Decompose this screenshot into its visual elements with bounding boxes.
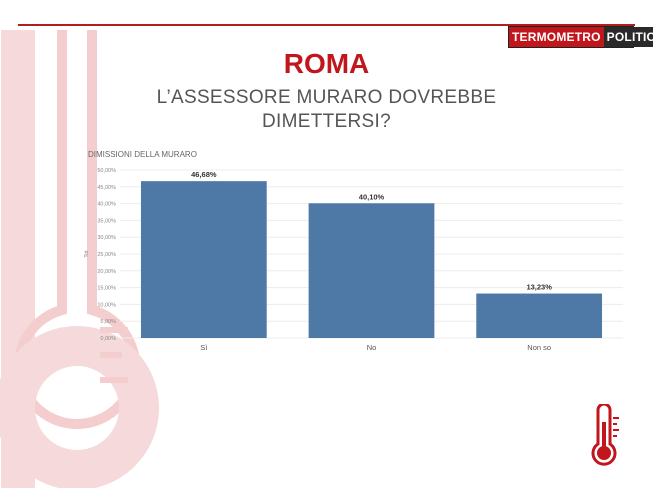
termometro-politico-logo: TERMOMETRO POLITICO (508, 26, 653, 48)
y-tick-label: 40,00% (97, 202, 116, 208)
x-tick-label: Non so (527, 343, 551, 352)
y-tick-label: 10,00% (97, 302, 116, 308)
data-label: 40,10% (359, 192, 385, 201)
y-tick-label: 5,00% (100, 319, 116, 325)
y-tick-label: 0,00% (100, 336, 116, 342)
header-rule (18, 24, 635, 26)
y-tick-label: 35,00% (97, 218, 116, 224)
chart-title: DIMISSIONI DELLA MURARO (88, 150, 197, 159)
page-title: ROMA (283, 48, 370, 79)
y-axis-label: Tot (84, 250, 90, 258)
logo-part2: POLITICO (603, 27, 653, 47)
y-tick-label: 25,00% (97, 252, 116, 258)
y-tick-label: 45,00% (97, 185, 116, 191)
x-tick-label: Sì (200, 343, 207, 352)
data-label: 13,23% (526, 283, 552, 292)
thermometer-icon (591, 404, 619, 466)
page-subtitle: L’ASSESSORE MURARO DOVREBBE DIMETTERSI? (156, 87, 497, 132)
y-tick-label: 30,00% (97, 235, 116, 241)
bar (140, 181, 267, 338)
x-tick-label: No (367, 343, 377, 352)
y-tick-label: 20,00% (97, 269, 116, 275)
bar (476, 293, 603, 338)
y-tick-label: 50,00% (97, 168, 116, 174)
logo-part1: TERMOMETRO (509, 27, 604, 47)
bar-chart: 0,00% 5,00% 10,00% 15,00% 20,00% 25,00% 30,00%… (84, 168, 623, 352)
bar (308, 203, 435, 338)
data-label: 46,68% (191, 170, 217, 179)
y-tick-label: 15,00% (97, 286, 116, 292)
